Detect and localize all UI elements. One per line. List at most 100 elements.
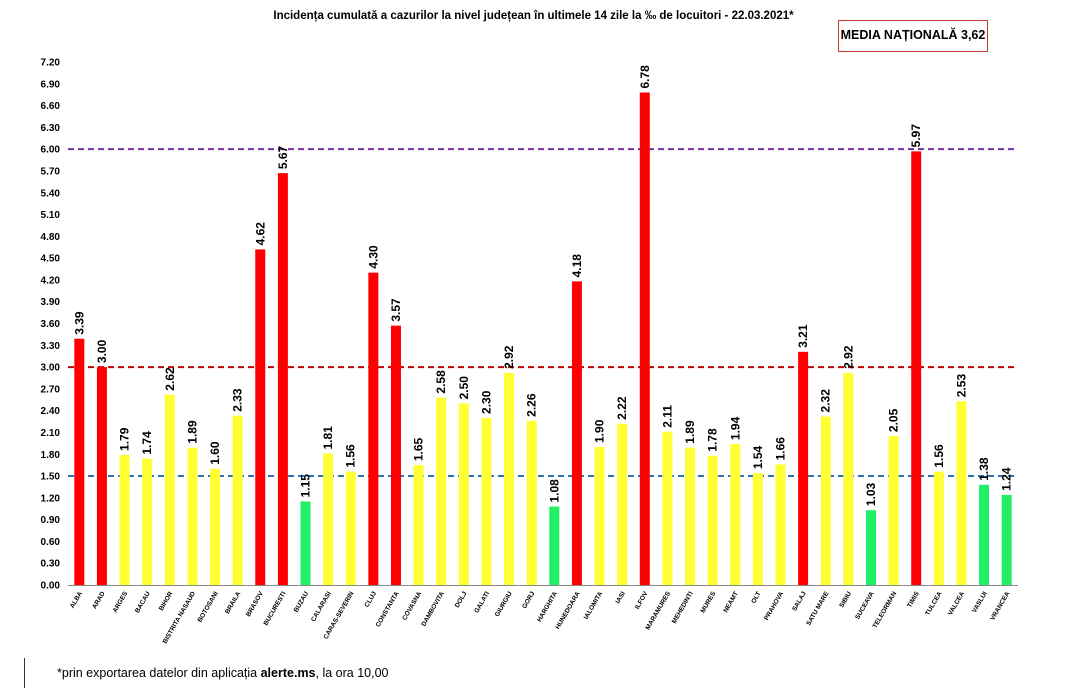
- bar: [888, 436, 899, 585]
- national-average-badge: MEDIA NAȚIONALĂ 3,62: [838, 20, 988, 52]
- value-label: 2.50: [457, 376, 471, 400]
- bar: [820, 416, 831, 585]
- y-tick-label: 6.00: [41, 145, 61, 156]
- y-tick-label: 4.20: [41, 275, 61, 286]
- value-label: 3.00: [95, 339, 109, 363]
- bar: [368, 272, 379, 585]
- bar: [164, 394, 175, 585]
- value-label: 1.08: [547, 479, 561, 503]
- bar: [345, 471, 356, 585]
- value-label: 5.97: [909, 124, 923, 148]
- y-tick-label: 5.70: [41, 166, 61, 177]
- value-label: 4.62: [253, 222, 267, 246]
- x-tick-label: ARAD: [91, 590, 107, 610]
- value-label: 2.53: [954, 374, 968, 398]
- value-label: 1.78: [706, 428, 720, 452]
- x-tick-label: NEAMT: [722, 590, 740, 614]
- value-label: 1.79: [118, 427, 132, 451]
- bar: [843, 372, 854, 585]
- y-tick-label: 0.90: [41, 515, 61, 526]
- x-tick-label: VRANCEA: [989, 590, 1011, 622]
- y-tick-label: 5.10: [41, 210, 61, 221]
- value-label: 1.38: [977, 457, 991, 481]
- bar: [436, 397, 447, 585]
- x-tick-label: HUNEDOARA: [554, 590, 581, 630]
- bar: [142, 458, 153, 585]
- x-tick-label: DOLJ: [454, 590, 469, 609]
- bar: [481, 417, 492, 585]
- y-tick-label: 3.00: [41, 363, 61, 374]
- y-tick-label: 4.80: [41, 232, 61, 243]
- y-tick-label: 5.40: [41, 188, 61, 199]
- value-label: 1.56: [344, 444, 358, 468]
- y-tick-label: 3.90: [41, 297, 61, 308]
- value-label: 2.92: [841, 345, 855, 369]
- bar: [277, 173, 288, 585]
- x-tick-label: DAMBOVITA: [420, 590, 446, 627]
- value-label: 1.81: [321, 426, 335, 450]
- bar: [255, 249, 266, 586]
- x-tick-label: COVASNA: [401, 590, 423, 621]
- x-tick-label: BRASOV: [245, 590, 265, 618]
- y-tick-label: 1.50: [41, 472, 61, 483]
- value-label: 1.89: [683, 420, 697, 444]
- x-tick-label: IALOMITA: [583, 590, 605, 621]
- bar: [526, 420, 537, 585]
- value-label: 2.11: [660, 405, 674, 428]
- value-label: 2.26: [525, 393, 539, 417]
- footnote-container: *prin exportarea datelor din aplicația a…: [24, 658, 388, 688]
- value-label: 2.62: [163, 367, 177, 391]
- bar: [232, 415, 243, 585]
- value-labels: 3.39 3.00 1.79 1.74 2.62 1.89 1.60 2.33 4.62 5.67…: [72, 65, 1013, 506]
- y-tick-label: 2.10: [41, 428, 61, 439]
- bar-chart: 0.00 0.30 0.60 0.90 1.20 1.50 1.80 2.10 2.40 2.70…: [41, 58, 1018, 645]
- value-label: 1.94: [728, 416, 742, 440]
- chart-title: Incidența cumulată a cazurilor la nivel …: [273, 10, 794, 22]
- y-tick-label: 0.00: [41, 581, 61, 592]
- x-tick-label: TELEORMAN: [872, 590, 899, 629]
- bar: [390, 325, 401, 585]
- x-tick-label: GIURGIU: [494, 590, 514, 618]
- x-tick-label: ILFOV: [634, 590, 650, 611]
- x-tick-label: CONSTANTA: [375, 590, 401, 628]
- y-tick-label: 6.30: [41, 123, 61, 134]
- value-label: 3.57: [389, 298, 403, 322]
- x-tick-label: MURES: [700, 590, 718, 614]
- y-tick-label: 7.20: [41, 58, 61, 69]
- x-tick-label: SUCEAVA: [854, 590, 876, 620]
- x-tick-label: GORJ: [521, 590, 536, 610]
- bar: [956, 401, 967, 585]
- x-tick-label: GALATI: [473, 590, 491, 614]
- value-label: 3.39: [72, 311, 86, 335]
- y-axis-tick-labels: 0.00 0.30 0.60 0.90 1.20 1.50 1.80 2.10 2.40 2.70…: [41, 58, 61, 592]
- bar: [300, 501, 311, 585]
- y-tick-label: 4.50: [41, 254, 61, 265]
- bar: [210, 468, 221, 585]
- value-label: 2.05: [887, 408, 901, 432]
- value-label: 1.56: [932, 444, 946, 468]
- y-tick-label: 0.60: [41, 537, 61, 548]
- value-label: 1.89: [185, 420, 199, 444]
- value-label: 2.30: [479, 390, 493, 414]
- bar: [1001, 494, 1012, 585]
- x-tick-label: HARGHITA: [536, 590, 559, 623]
- x-tick-label: BOTOSANI: [197, 590, 220, 623]
- x-tick-label: ARGES: [112, 590, 130, 614]
- value-label: 2.58: [434, 370, 448, 394]
- x-tick-label: SALAJ: [791, 590, 808, 612]
- value-label: 1.74: [140, 431, 154, 455]
- value-label: 5.67: [276, 145, 290, 169]
- bar: [504, 372, 515, 585]
- value-label: 1.66: [774, 437, 788, 461]
- value-label: 2.92: [502, 345, 516, 369]
- bar: [662, 431, 673, 585]
- bar: [549, 506, 560, 585]
- value-label: 1.24: [1000, 467, 1014, 491]
- value-label: 1.03: [864, 483, 878, 507]
- value-label: 1.15: [299, 474, 313, 498]
- bar: [594, 446, 605, 585]
- y-tick-label: 6.60: [41, 101, 61, 112]
- value-label: 1.60: [208, 441, 222, 465]
- x-tick-label: BRAILA: [224, 590, 242, 615]
- y-tick-label: 2.40: [41, 406, 61, 417]
